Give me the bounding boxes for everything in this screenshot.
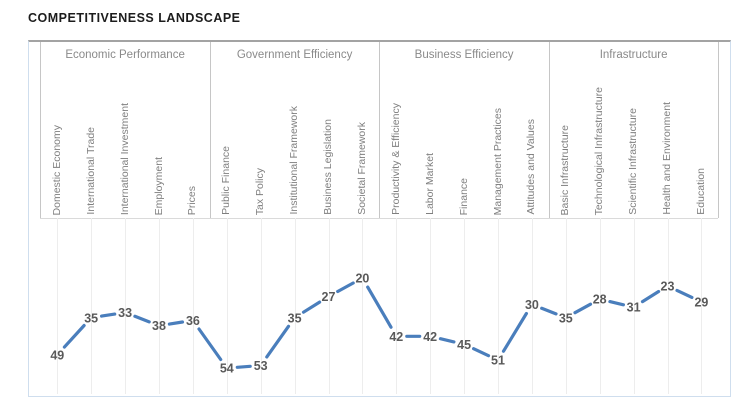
rank-line-plot: 49 35 33 38 36 54 53 35 27 20 42 42 45 51 30 35 28 31 23 29 [50,272,708,376]
rank-data-label-labor-market: 42 [423,330,437,344]
rank-data-label-prices: 36 [186,314,200,328]
rank-data-label-institutional-framework: 35 [288,311,302,325]
plot-gridline [226,218,228,394]
plot-gridline [192,218,194,394]
rank-line-segment [472,347,491,358]
rank-line-segment [167,320,185,326]
plot-gridline [599,218,601,394]
plot-gridline [633,218,635,394]
rank-line-segment [501,311,528,353]
plot-gridline [260,218,262,394]
rank-data-label-international-trade: 35 [84,311,98,325]
plot-gridline [125,218,127,394]
plot-gridline [464,218,466,394]
plot-gridline [565,218,567,394]
competitiveness-chart: Economic Performance Government Efficienc… [28,40,731,397]
plot-gridline [294,218,296,394]
rank-line-segment [133,314,151,324]
rank-data-label-health-and-environment: 23 [661,279,675,293]
rank-line-segment [336,281,355,294]
group-header-government-efficiency: Government Efficiency [236,49,353,61]
rank-line-segment [301,300,322,314]
plot-gridline [701,218,703,394]
rank-line-segment [197,327,223,362]
plot-gridline [396,218,398,394]
category-axis-rule [40,218,719,219]
rank-line-segment [608,300,626,307]
group-divider [209,42,211,218]
plot-gridline [362,218,364,394]
rank-data-label-tax-policy: 53 [254,359,268,373]
group-divider [40,42,42,218]
plot-gridline [91,218,93,394]
plot-gridline [667,218,669,394]
plot-gridline [159,218,160,394]
rank-data-label-technological-infrastructure: 28 [593,293,607,307]
rank-data-label-societal-framework: 20 [355,272,369,286]
group-header-business-efficiency: Business Efficiency [414,49,514,61]
plot-gridline [531,218,533,394]
rank-line-segment [99,312,117,318]
rank-data-label-attitudes-and-values: 30 [525,298,539,312]
rank-line-segment [438,337,456,344]
group-divider [379,42,381,218]
rank-data-label-productivity-efficiency: 42 [389,330,403,344]
rank-line-segment [265,324,291,359]
rank-data-label-scientific-infrastructure: 31 [627,301,641,315]
group-divider [548,42,550,218]
rank-line-segment [640,289,661,304]
plot-gridline [328,218,330,394]
group-divider [718,42,720,218]
page-title: COMPETITIVENESS LANDSCAPE [28,11,241,25]
rank-data-label-employment: 38 [152,319,166,333]
rank-line-segment [235,364,252,369]
plot-gridline [498,218,499,394]
rank-data-label-finance: 45 [457,338,471,352]
rank-data-label-basic-infrastructure: 35 [559,311,573,325]
rank-data-label-domestic-economy: 49 [50,348,64,362]
plot-gridline [430,218,432,394]
plot-gridline [57,218,59,394]
rank-data-label-business-legislation: 27 [322,290,336,304]
rank-data-label-international-investment: 33 [118,306,132,320]
rank-line-segment [366,285,393,329]
group-header-infrastructure: Infrastructure [599,49,668,61]
group-header-economic-performance: Economic Performance [65,49,185,61]
rank-line-segment [573,302,593,315]
rank-line-segment [62,323,86,349]
rank-data-label-education: 29 [694,295,708,309]
rank-line-segment [675,288,694,299]
rank-data-label-public-finance: 54 [220,362,234,376]
rank-line-segment [540,306,558,316]
rank-data-label-management-practices: 51 [491,354,505,368]
